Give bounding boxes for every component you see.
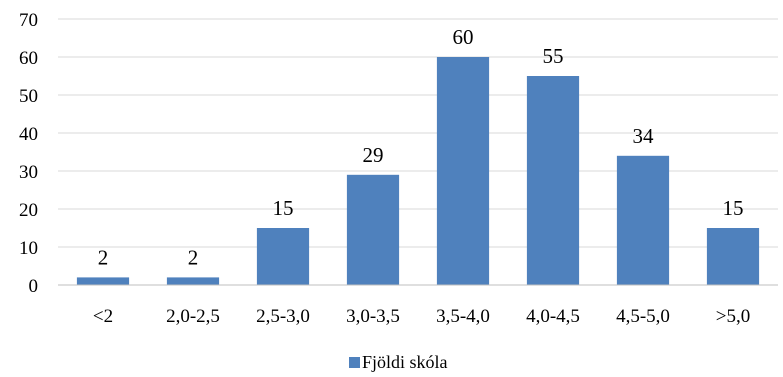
legend-label: Fjöldi skóla <box>362 352 448 372</box>
bar <box>526 76 580 285</box>
x-tick-label: >5,0 <box>716 306 750 327</box>
x-axis-tick-labels: <2 2,0-2,5 2,5-3,0 3,0-3,5 3,5-4,0 4,0-4,5 4,5… <box>93 306 750 327</box>
y-tick-label: 70 <box>19 10 38 31</box>
data-label: 29 <box>363 143 384 167</box>
legend: Fjöldi skóla <box>349 352 448 372</box>
y-axis-tick-labels: 0 10 20 30 40 50 60 70 <box>19 10 38 297</box>
x-tick-label: 2,5-3,0 <box>256 306 310 327</box>
y-tick-label: 40 <box>19 124 38 145</box>
bar <box>76 277 130 285</box>
bar <box>436 57 490 285</box>
y-tick-label: 60 <box>19 48 38 69</box>
y-tick-label: 10 <box>19 238 38 259</box>
bars <box>76 57 760 285</box>
x-tick-label: 2,0-2,5 <box>166 306 220 327</box>
data-label: 2 <box>98 245 109 269</box>
y-tick-label: 50 <box>19 86 38 107</box>
data-label: 34 <box>633 124 655 148</box>
data-label: 15 <box>723 196 744 220</box>
data-label: 55 <box>543 44 564 68</box>
bar <box>706 228 760 285</box>
x-tick-label: 3,5-4,0 <box>436 306 490 327</box>
y-tick-label: 20 <box>19 200 38 221</box>
data-label: 60 <box>453 25 474 49</box>
y-tick-label: 0 <box>29 276 39 297</box>
data-labels: 2 2 15 29 60 55 34 15 <box>98 25 744 269</box>
x-tick-label: 3,0-3,5 <box>346 306 400 327</box>
bar <box>256 228 310 285</box>
y-tick-label: 30 <box>19 162 38 183</box>
legend-swatch <box>349 357 360 368</box>
bar <box>346 174 400 285</box>
bar <box>616 155 670 285</box>
gridlines <box>58 18 778 248</box>
data-label: 15 <box>273 196 294 220</box>
data-label: 2 <box>188 245 199 269</box>
bar <box>166 277 220 285</box>
x-tick-label: 4,5-5,0 <box>616 306 670 327</box>
x-tick-label: <2 <box>93 306 113 327</box>
x-tick-label: 4,0-4,5 <box>526 306 580 327</box>
